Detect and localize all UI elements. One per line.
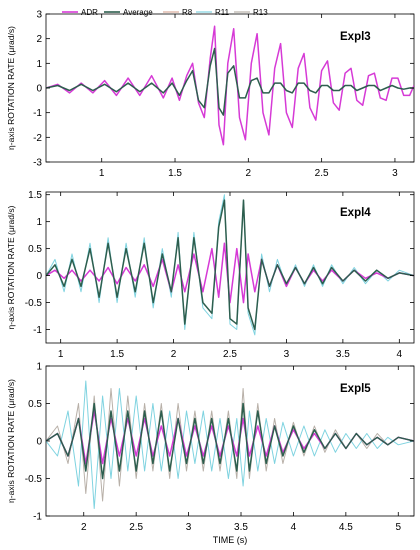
legend-label-average: Average xyxy=(123,8,153,17)
expl4-ytick-label: 1 xyxy=(36,217,42,228)
panel-expl3: -3 -2 -1 0 1 2 3 1 1.5 2 2.5 3 Expl3 η-axis ROTATION … xyxy=(6,10,415,179)
expl4-series-r11 xyxy=(46,194,414,336)
expl4-series-group xyxy=(46,194,414,336)
legend-label-r13: R13 xyxy=(253,8,268,17)
panel-expl4: -1 -0.5 0 0.5 1 1.5 1 1.5 2 2.5 3 3.5 4 Expl4 η-axis R… xyxy=(6,190,415,360)
expl4-xtick-label: 3.5 xyxy=(336,349,350,360)
expl4-series-average xyxy=(46,199,414,331)
expl3-series-average xyxy=(46,47,414,116)
expl4-xtick-label: 2 xyxy=(171,349,177,360)
expl4-ytick-label: 0 xyxy=(36,271,42,282)
expl5-title: Expl5 xyxy=(340,383,371,395)
expl5-ytick-label: 0 xyxy=(36,437,42,448)
expl5-xlabel: TIME (s) xyxy=(213,535,248,545)
expl4-series-adr xyxy=(46,242,414,304)
expl3-ytick-label: 2 xyxy=(36,34,42,45)
expl4-xtick-label: 1 xyxy=(58,349,64,360)
expl3-xtick-label: 1.5 xyxy=(168,168,182,179)
expl3-ytick-label: 3 xyxy=(36,10,42,21)
expl4-ylabel: η-axis ROTATION RATE (μrad/s) xyxy=(6,205,16,329)
expl5-xtick-label: 4 xyxy=(291,522,297,533)
expl3-xtick-label: 2.5 xyxy=(315,168,329,179)
expl5-xtick-label: 4.5 xyxy=(339,522,353,533)
expl3-ytick-label: 1 xyxy=(36,59,42,70)
expl4-ytick-label: 1.5 xyxy=(28,190,42,201)
expl5-ytick-label: 0.5 xyxy=(28,399,42,410)
expl3-xtick-label: 1 xyxy=(99,168,105,179)
expl5-series-r11 xyxy=(46,380,414,509)
expl5-xtick-label: 3.5 xyxy=(234,522,248,533)
expl5-series-group xyxy=(46,380,414,509)
panel-expl5: -1 -0.5 0 0.5 1 2 2.5 3 3.5 4 4.5 5 Expl5 η-axis ROTA… xyxy=(6,362,415,545)
expl4-title: Expl4 xyxy=(340,207,371,219)
expl5-ylabel: η-axis ROTATION RATE (μrad/s) xyxy=(6,379,16,503)
expl3-ytick-label: 0 xyxy=(36,84,42,95)
legend: ADR Average R8 R11 R13 xyxy=(62,8,268,17)
expl4-xtick-label: 4 xyxy=(397,349,403,360)
expl5-ytick-label: -0.5 xyxy=(25,474,43,485)
expl5-series-average xyxy=(46,402,414,480)
expl5-xtick-label: 5 xyxy=(395,522,401,533)
expl5-ytick-label: -1 xyxy=(33,512,42,523)
expl5-ytick-label: 1 xyxy=(36,362,42,373)
legend-label-r8: R8 xyxy=(182,8,193,17)
expl3-series-adr xyxy=(46,25,414,146)
expl4-ytick-label: 0.5 xyxy=(28,244,42,255)
expl5-xtick-label: 2.5 xyxy=(129,522,143,533)
expl3-ytick-label: -2 xyxy=(33,133,42,144)
expl3-ytick-label: -1 xyxy=(33,108,42,119)
expl4-ytick-label: -0.5 xyxy=(25,298,43,309)
expl3-series-group xyxy=(46,25,414,146)
legend-label-adr: ADR xyxy=(81,8,98,17)
expl4-xtick-label: 1.5 xyxy=(110,349,124,360)
expl5-series-r13 xyxy=(46,388,414,502)
expl4-ytick-label: -1 xyxy=(33,325,42,336)
expl3-xtick-label: 2 xyxy=(246,168,252,179)
expl3-ylabel: η-axis ROTATION RATE (μrad/s) xyxy=(6,26,16,150)
expl3-title: Expl3 xyxy=(340,31,371,43)
expl4-xtick-label: 3 xyxy=(284,349,290,360)
expl4-xtick-label: 2.5 xyxy=(223,349,237,360)
expl5-xtick-label: 2 xyxy=(81,522,87,533)
legend-label-r11: R11 xyxy=(215,8,230,17)
expl3-ytick-label: -3 xyxy=(33,158,42,169)
expl5-xtick-label: 3 xyxy=(186,522,192,533)
expl3-xtick-label: 3 xyxy=(392,168,398,179)
